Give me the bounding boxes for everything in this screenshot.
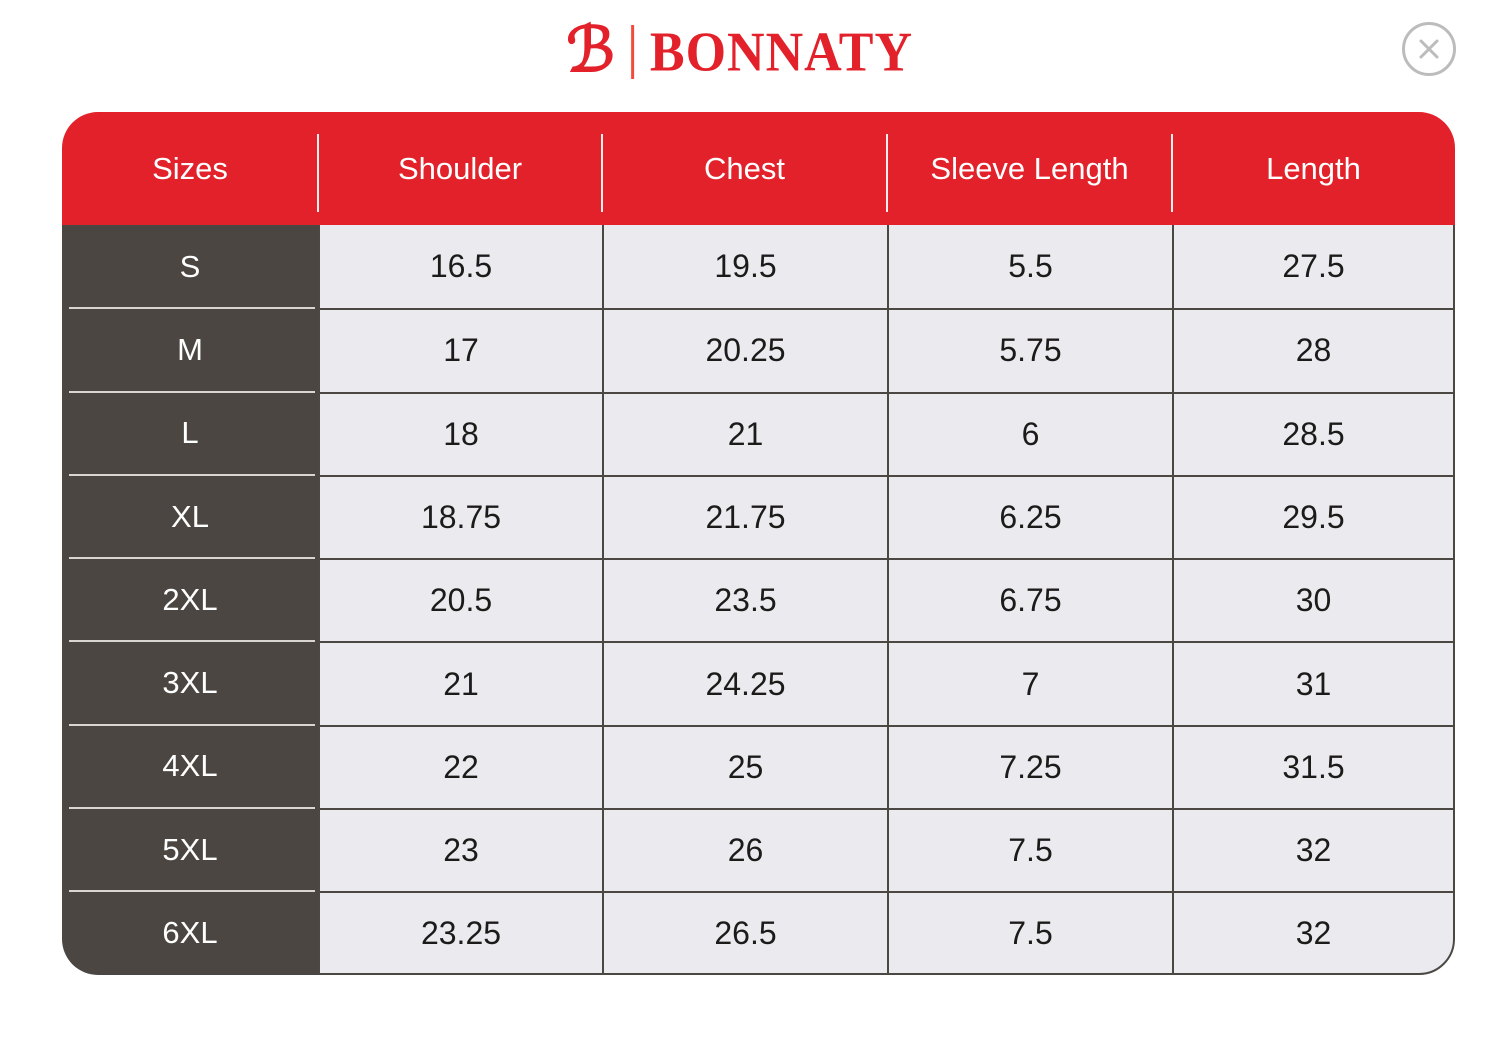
measurement-cell: 21 — [318, 641, 602, 725]
measurement-cell: 7 — [887, 641, 1172, 725]
table-row: 4XL 22 25 7.25 31.5 — [62, 723, 1455, 809]
measurement-cell: 32 — [1172, 808, 1455, 892]
measurement-cell: 28 — [1172, 308, 1455, 392]
measurement-cell: 30 — [1172, 558, 1455, 642]
logo-divider — [630, 25, 634, 79]
measurement-cell: 17 — [318, 308, 602, 392]
table-row: 2XL 20.5 23.5 6.75 30 — [62, 557, 1455, 642]
size-chart-table: Sizes Shoulder Chest Sleeve Length Lengt… — [62, 112, 1455, 975]
table-row: XL 18.75 21.75 6.25 29.5 — [62, 473, 1455, 559]
measurement-cell: 29.5 — [1172, 474, 1455, 559]
measurement-cell: 18.75 — [318, 474, 602, 559]
measurement-cell: 28.5 — [1172, 391, 1455, 475]
size-label-cell: 5XL — [62, 807, 318, 892]
table-row: 3XL 21 24.25 7 31 — [62, 640, 1455, 725]
script-b-icon: ℬ — [566, 13, 615, 86]
size-label-cell: 3XL — [62, 640, 318, 725]
measurement-cell: 32 — [1172, 891, 1455, 975]
size-label-cell: 2XL — [62, 557, 318, 642]
measurement-cell: 6 — [887, 391, 1172, 475]
measurement-cell: 22 — [318, 724, 602, 809]
table-header-row: Sizes Shoulder Chest Sleeve Length Lengt… — [62, 112, 1455, 225]
measurement-cell: 7.25 — [887, 724, 1172, 809]
measurement-cell: 6.25 — [887, 474, 1172, 559]
size-label-cell: XL — [62, 473, 318, 559]
table-row: S 16.5 19.5 5.5 27.5 — [62, 225, 1455, 309]
table-row: L 18 21 6 28.5 — [62, 390, 1455, 475]
measurement-cell: 5.5 — [887, 225, 1172, 309]
size-label-cell: 4XL — [62, 723, 318, 809]
measurement-cell: 5.75 — [887, 308, 1172, 392]
table-row: 6XL 23.25 26.5 7.5 32 — [62, 890, 1455, 975]
measurement-cell: 19.5 — [602, 225, 887, 309]
table-row: M 17 20.25 5.75 28 — [62, 307, 1455, 392]
measurement-cell: 25 — [602, 724, 887, 809]
measurement-cell: 18 — [318, 391, 602, 475]
table-row: 5XL 23 26 7.5 32 — [62, 807, 1455, 892]
measurement-cell: 26 — [602, 808, 887, 892]
measurement-cell: 31 — [1172, 641, 1455, 725]
measurement-cell: 23 — [318, 808, 602, 892]
measurement-cell: 27.5 — [1172, 225, 1455, 309]
measurement-cell: 23.5 — [602, 558, 887, 642]
size-label-cell: L — [62, 390, 318, 475]
brand-name: BONNATY — [649, 21, 914, 83]
header-cell-sleeve-length: Sleeve Length — [886, 112, 1172, 225]
size-label-cell: M — [62, 307, 318, 392]
measurement-cell: 31.5 — [1172, 724, 1455, 809]
size-label-cell: S — [62, 225, 318, 309]
measurement-cell: 7.5 — [887, 891, 1172, 975]
measurement-cell: 20.25 — [602, 308, 887, 392]
measurement-cell: 20.5 — [318, 558, 602, 642]
measurement-cell: 26.5 — [602, 891, 887, 975]
header-cell-chest: Chest — [601, 112, 887, 225]
top-bar: ℬ BONNATY — [0, 0, 1500, 112]
measurement-cell: 16.5 — [318, 225, 602, 309]
measurement-cell: 6.75 — [887, 558, 1172, 642]
size-label-cell: 6XL — [62, 890, 318, 975]
header-cell-shoulder: Shoulder — [317, 112, 602, 225]
measurement-cell: 21 — [602, 391, 887, 475]
measurement-cell: 23.25 — [318, 891, 602, 975]
measurement-cell: 21.75 — [602, 474, 887, 559]
size-table-body: S 16.5 19.5 5.5 27.5 M 17 20.25 5.75 28 L 18 21 6 28.5… — [62, 225, 1455, 975]
close-icon — [1419, 39, 1439, 59]
close-button[interactable] — [1402, 22, 1456, 76]
brand-logo: ℬ BONNATY — [566, 14, 913, 90]
measurement-cell: 7.5 — [887, 808, 1172, 892]
header-cell-length: Length — [1171, 112, 1455, 225]
measurement-cell: 24.25 — [602, 641, 887, 725]
header-cell-sizes: Sizes — [62, 112, 318, 225]
